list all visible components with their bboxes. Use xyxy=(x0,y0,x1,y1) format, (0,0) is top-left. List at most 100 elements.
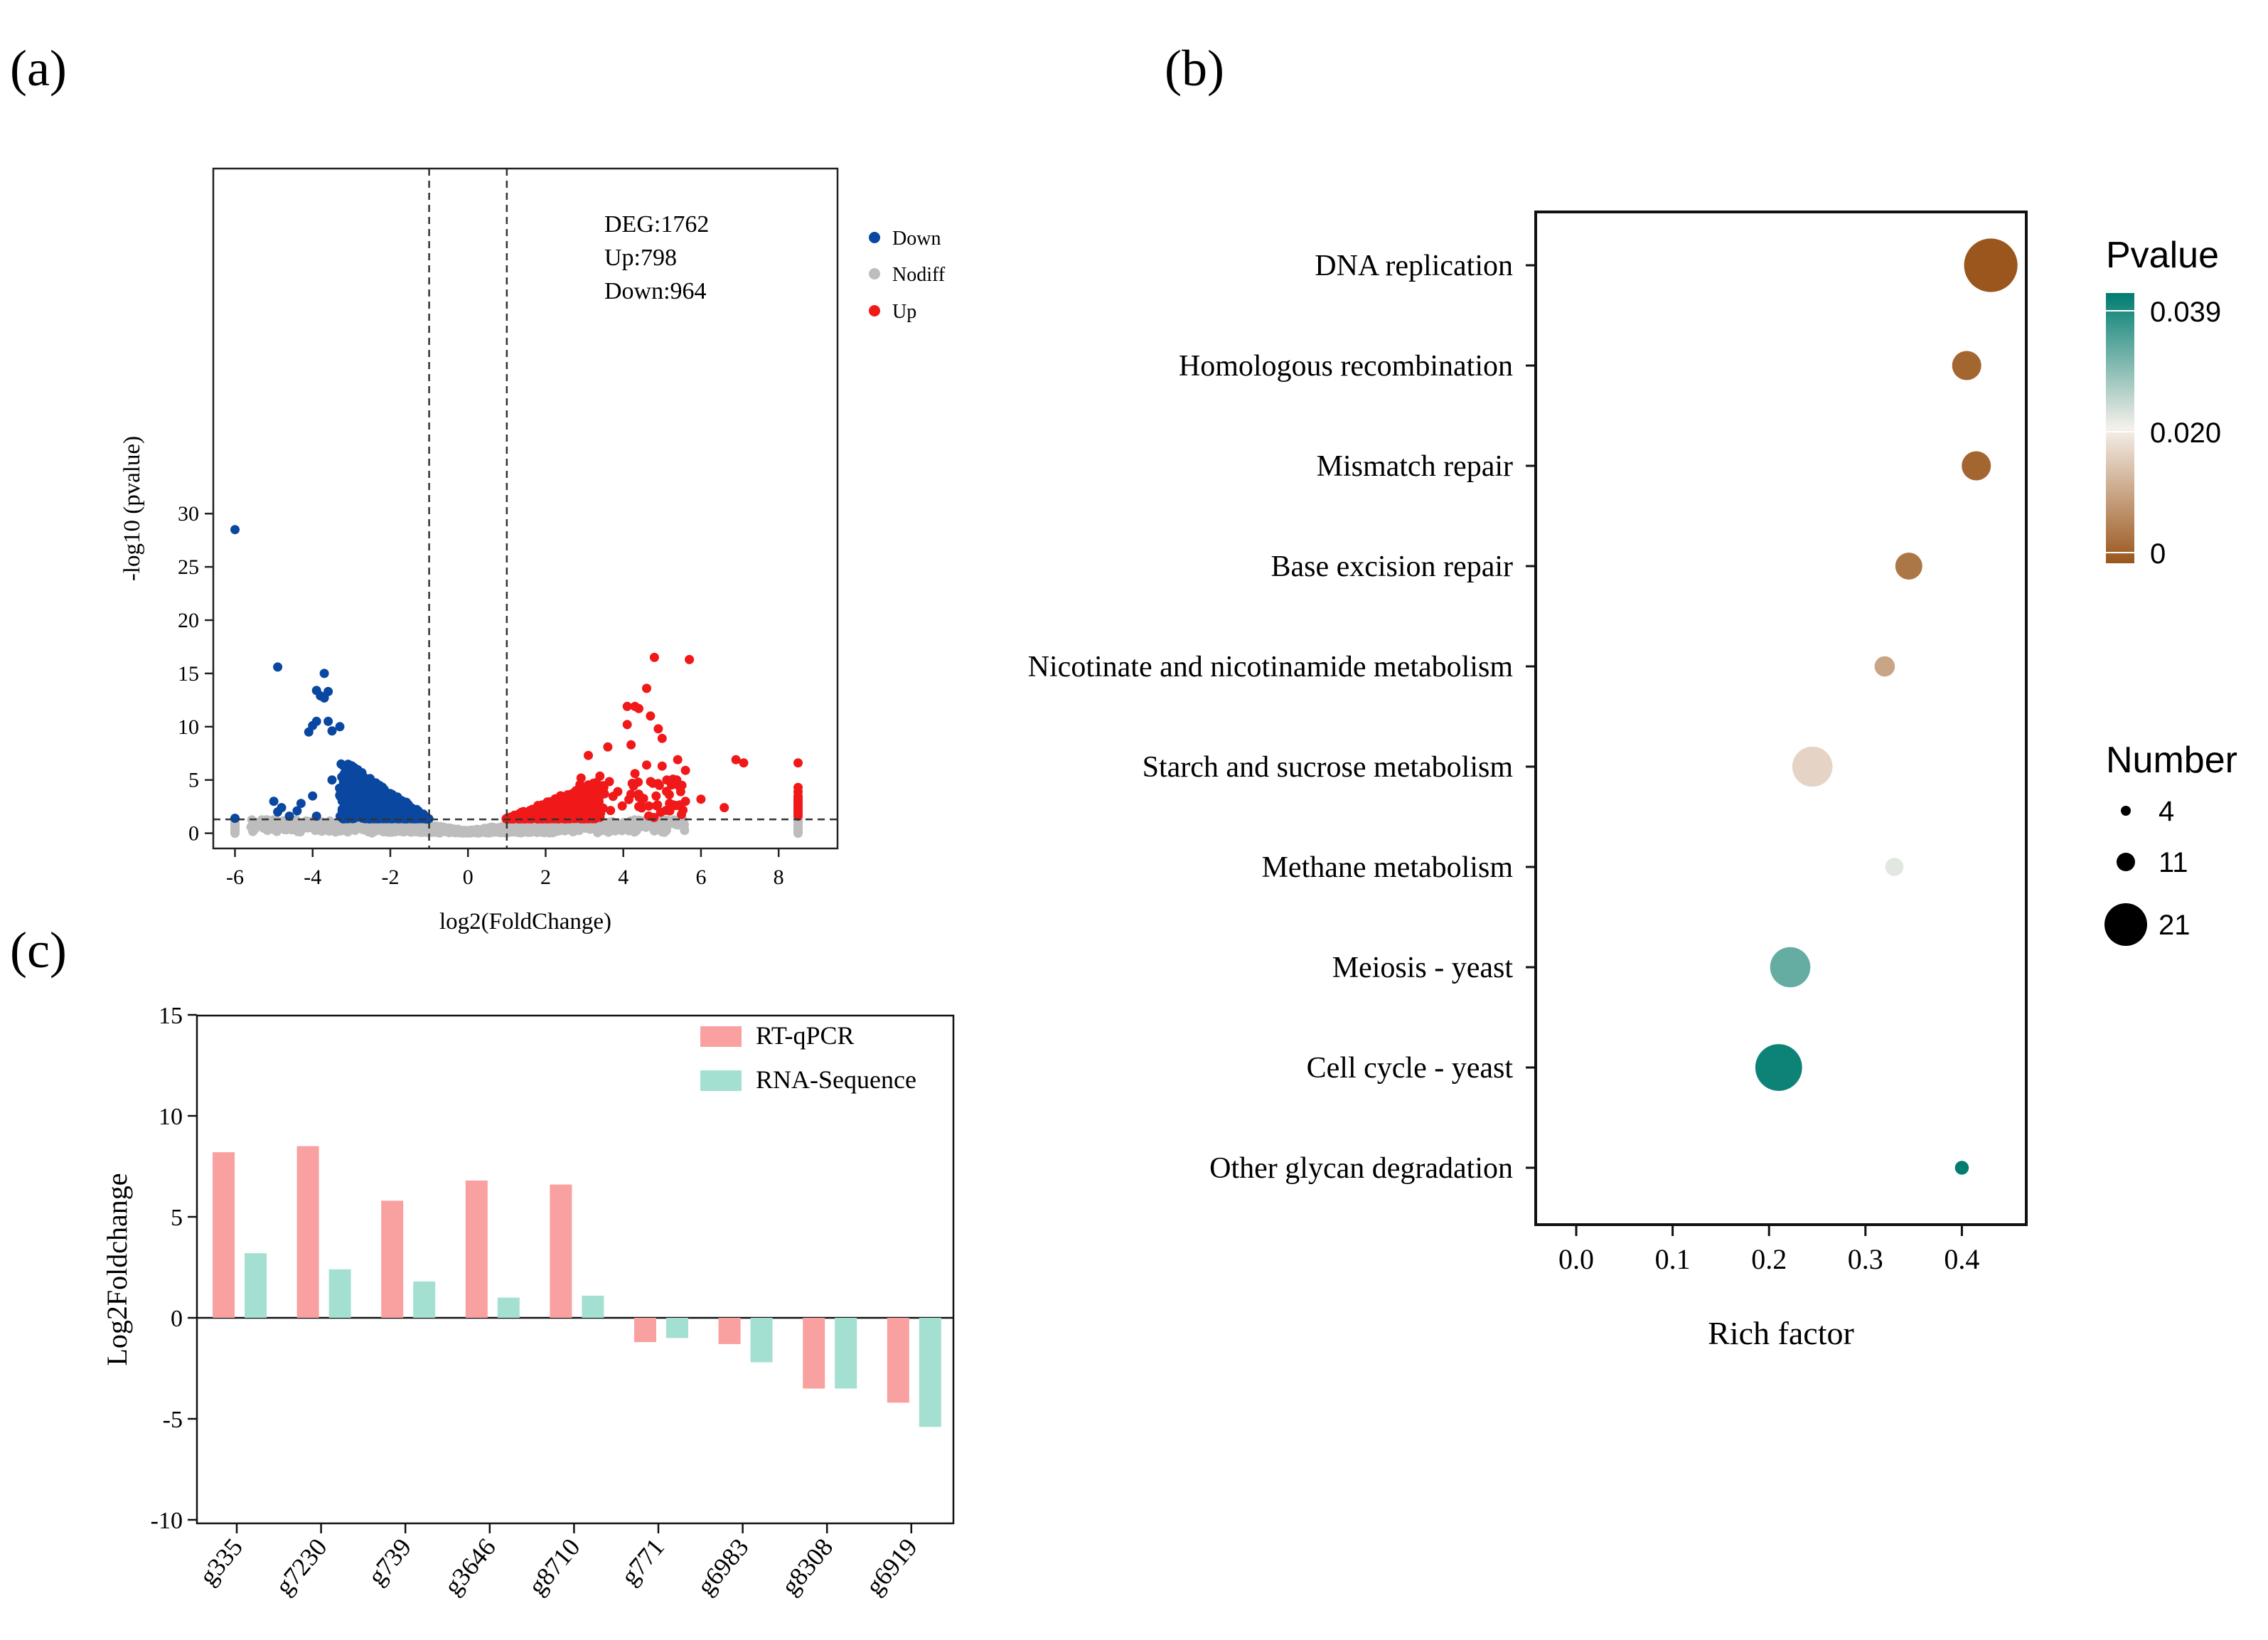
kegg-x-label: Rich factor xyxy=(1708,1315,1854,1351)
nodiff-point xyxy=(428,824,438,833)
down-point xyxy=(292,806,302,816)
nodiff-point xyxy=(655,821,665,831)
up-point xyxy=(672,775,682,785)
up-point xyxy=(649,813,659,822)
up-point xyxy=(731,755,741,765)
up-point xyxy=(603,742,613,752)
volcano-points xyxy=(230,525,803,838)
nodiff-point xyxy=(481,828,491,838)
nodiff-point xyxy=(631,826,641,836)
up-point xyxy=(634,802,643,811)
y-tick-label: 15 xyxy=(159,1003,183,1029)
down-point xyxy=(335,722,345,732)
down-point xyxy=(352,806,361,816)
colorbar-title: Pvalue xyxy=(2106,235,2219,276)
volcano-plot: -6 -4 -2 0 2 4 6 8 0 5 10 15 20 25 30 log2(FoldChange… xyxy=(119,167,946,935)
down-point xyxy=(230,814,240,824)
pathway-label: Starch and sucrose metabolism xyxy=(1143,751,1514,784)
pathway-label: Other glycan degradation xyxy=(1209,1152,1513,1185)
colorbar-tick-high: 0.039 xyxy=(2150,297,2221,328)
down-point xyxy=(284,811,294,821)
nodiff-point xyxy=(395,826,405,836)
pathway-bubble xyxy=(1964,238,2018,292)
down-point xyxy=(319,669,329,678)
size-legend-label-small: 4 xyxy=(2159,796,2174,827)
down-point xyxy=(327,726,337,736)
x-tick-label: 6 xyxy=(695,866,706,889)
nodiff-point xyxy=(526,826,536,836)
pathway-label: Homologous recombination xyxy=(1179,350,1513,383)
x-tick-label: -2 xyxy=(381,866,399,889)
rna-sequence-bar xyxy=(328,1269,351,1318)
pathway-label: Meiosis - yeast xyxy=(1332,952,1514,984)
nodiff-point xyxy=(516,826,526,836)
size-legend-label-medium: 11 xyxy=(2159,847,2188,878)
up-point xyxy=(578,806,588,816)
down-point xyxy=(378,789,388,799)
nodiff-point xyxy=(247,824,257,834)
panel-label-c: (c) xyxy=(10,922,67,979)
volcano-frame xyxy=(212,167,839,850)
up-point xyxy=(680,765,690,775)
volcano-y-label: -log10 (pvalue) xyxy=(119,436,145,581)
kegg-x-ticks: 0.0 0.1 0.2 0.3 0.4 xyxy=(1558,1225,1979,1275)
legend-nodiff-marker xyxy=(869,268,880,279)
legend-rna-sequence-swatch xyxy=(700,1070,742,1091)
rt-qpcr-bar xyxy=(381,1200,404,1318)
up-point xyxy=(739,758,749,768)
bar-chart-x-ticks: g335 g7230 g739 g3646 g8710 g771 g6983 g8308 g69… xyxy=(193,1523,923,1600)
up-point xyxy=(656,807,665,817)
pathway-label: Mismatch repair xyxy=(1317,450,1513,483)
up-point xyxy=(642,760,651,770)
up-point xyxy=(584,750,593,760)
up-point xyxy=(642,683,651,693)
down-point xyxy=(423,814,433,824)
down-point xyxy=(367,783,377,793)
down-point xyxy=(273,662,283,672)
rna-sequence-bar xyxy=(582,1295,604,1318)
gene-label: g6983 xyxy=(691,1533,754,1600)
rich-factor-tick-label: 0.2 xyxy=(1751,1243,1787,1275)
kegg-bubbles xyxy=(1755,238,2018,1175)
nodiff-point xyxy=(363,826,373,836)
down-point xyxy=(230,525,240,535)
deg-total-annotation: DEG:1762 xyxy=(604,211,709,238)
x-tick-label: -4 xyxy=(304,866,321,889)
volcano-y-ticks: 0 5 10 15 20 25 30 xyxy=(178,502,213,846)
nodiff-point xyxy=(384,824,394,834)
gene-label: g7230 xyxy=(269,1533,332,1600)
panel-label-b: (b) xyxy=(1165,40,1224,97)
rna-sequence-bar xyxy=(835,1318,857,1389)
up-point xyxy=(604,777,614,787)
down-point xyxy=(390,804,400,814)
up-point xyxy=(657,761,667,771)
up-point xyxy=(638,794,648,804)
up-point xyxy=(613,787,623,797)
nodiff-point xyxy=(643,819,653,829)
x-tick-label: -6 xyxy=(226,866,244,889)
nodiff-point xyxy=(464,826,474,836)
nodiff-point xyxy=(415,826,425,835)
nodiff-point xyxy=(456,826,466,836)
nodiff-point xyxy=(266,818,276,828)
down-point xyxy=(365,799,375,809)
up-point xyxy=(677,809,686,819)
up-point xyxy=(622,701,632,711)
up-point xyxy=(653,779,663,789)
rna-sequence-bar xyxy=(245,1253,267,1318)
nodiff-point xyxy=(435,823,445,833)
y-tick-label: 10 xyxy=(178,715,199,739)
rna-sequence-bar xyxy=(750,1318,773,1363)
up-point xyxy=(595,771,605,781)
up-point xyxy=(592,794,601,804)
up-point xyxy=(662,775,672,785)
up-point xyxy=(673,755,683,765)
pathway-label: DNA replication xyxy=(1315,250,1513,282)
down-point xyxy=(393,794,403,804)
colorbar-tick-low: 0 xyxy=(2150,538,2166,570)
pathway-bubble xyxy=(1874,656,1895,677)
down-point xyxy=(355,780,365,790)
kegg-frame xyxy=(1534,211,2028,1226)
x-tick-label: 4 xyxy=(618,866,628,889)
